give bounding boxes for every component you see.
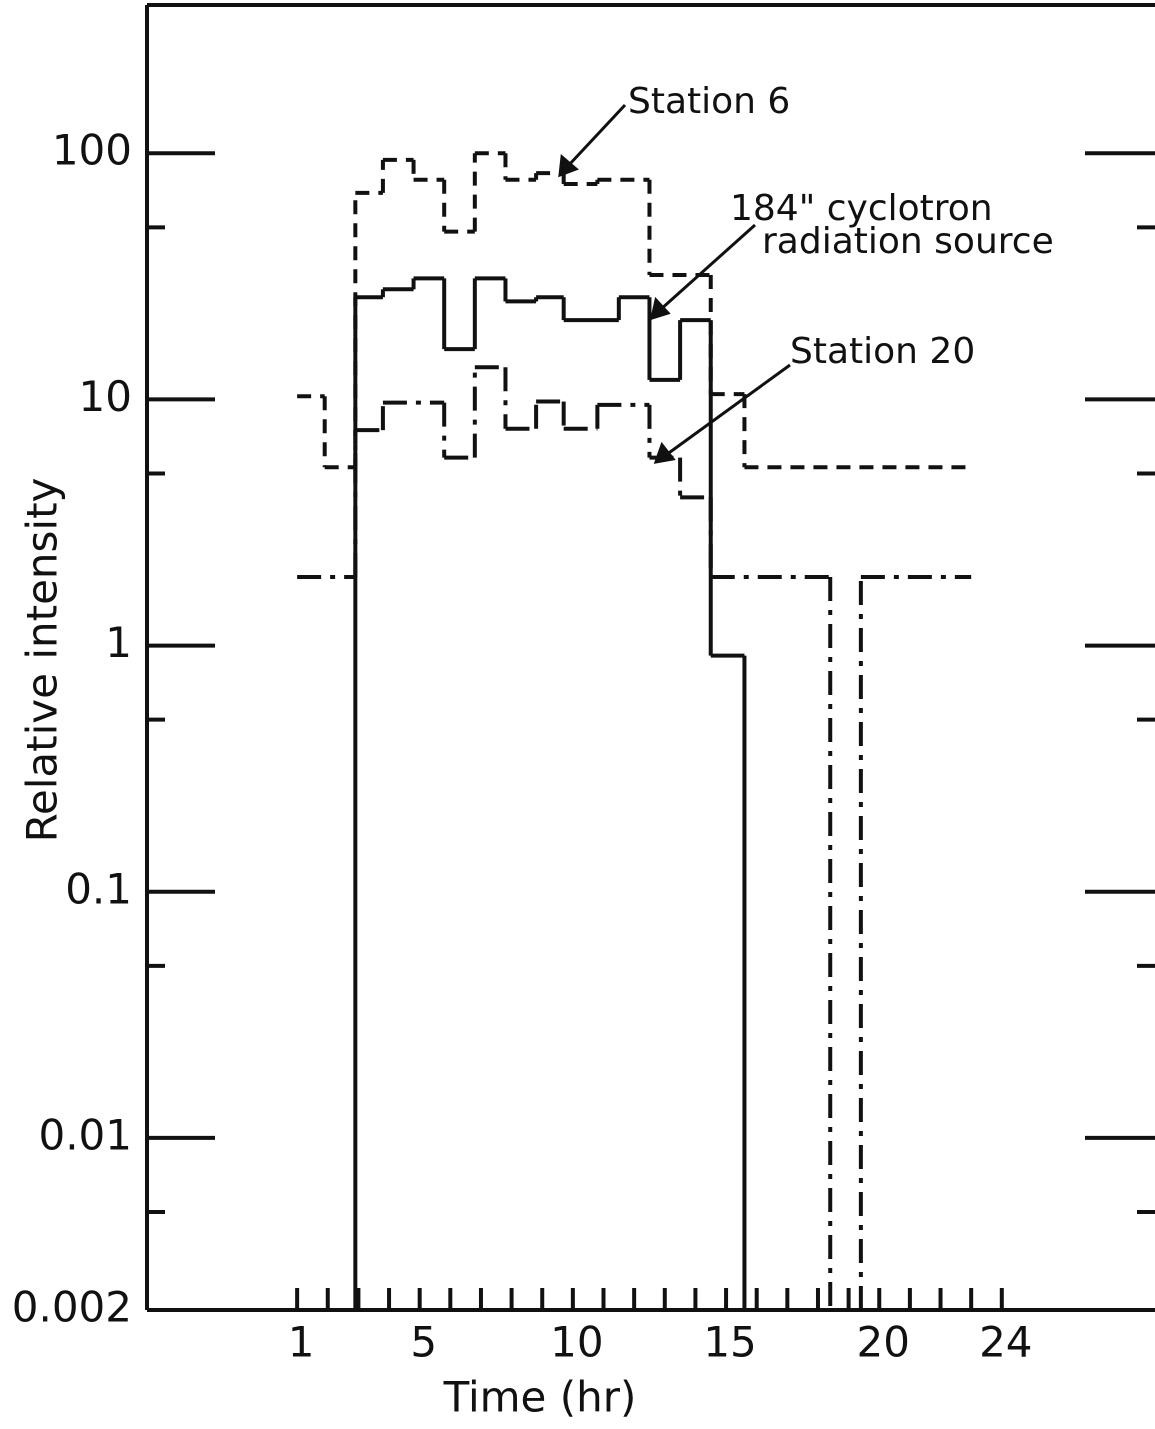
y-tick-label: 0.01 [38, 1110, 132, 1159]
x-axis-title: Time (hr) [443, 1373, 637, 1422]
annotation: radiation source [762, 221, 1054, 262]
y-tick-label: 0.1 [65, 864, 132, 913]
frame [145, 3, 1155, 1312]
x-tick-label: 20 [857, 1318, 910, 1367]
x-tick-label: 24 [979, 1318, 1032, 1367]
annotation-arrows [558, 103, 791, 464]
y-axis-title: Relative intensity [18, 478, 67, 843]
x-tick-label: 5 [410, 1318, 437, 1367]
x-tick-label: 10 [550, 1318, 603, 1367]
x-tick-label: 15 [703, 1318, 756, 1367]
x-tick-label: 1 [288, 1318, 315, 1367]
y-tick-label: 100 [52, 126, 132, 175]
y-tick-label: 1 [105, 618, 132, 667]
annotation: Station 6 [628, 81, 790, 122]
y-tick-label: 10 [79, 372, 132, 421]
y-tick-label: 0.002 [12, 1283, 132, 1332]
annotation: 184" cyclotron [730, 188, 993, 229]
annotation: Station 20 [790, 331, 975, 372]
